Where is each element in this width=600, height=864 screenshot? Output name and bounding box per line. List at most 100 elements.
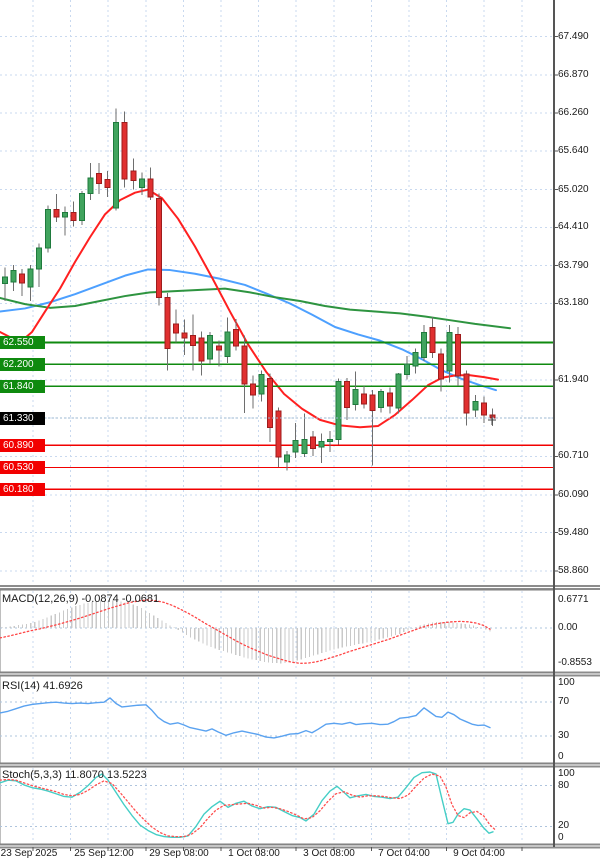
candle-body	[241, 345, 248, 385]
macd-signal-line	[0, 599, 491, 664]
rsi-indicator-title: RSI(14) 41.6926	[2, 680, 83, 692]
time-axis-label: 23 Sep 2025	[0, 848, 58, 859]
candle-body	[155, 197, 162, 298]
macd-axis-label: -0.8553	[558, 657, 592, 669]
price-level-box: 61.330	[0, 411, 45, 425]
macd-axis-label: 0.6771	[558, 594, 589, 606]
stoch-d-line	[0, 773, 497, 838]
candle-body	[198, 337, 205, 362]
candle-body	[395, 373, 402, 409]
candle-body	[352, 389, 359, 405]
price-tick-label: 59.480	[558, 526, 589, 538]
candle-body	[292, 439, 299, 453]
candle-body	[36, 247, 43, 270]
stoch-axis-label: 0	[558, 832, 564, 843]
candle-body	[344, 380, 350, 408]
panel-border	[0, 675, 555, 764]
price-tick-label: 63.180	[558, 297, 589, 309]
candle-body	[420, 332, 427, 358]
candle-body	[10, 270, 17, 283]
candle-body	[480, 402, 487, 416]
candle-body	[361, 393, 368, 405]
candle-body	[284, 454, 291, 463]
candle-body	[326, 439, 333, 443]
candle-body	[455, 333, 462, 377]
price-tick-label: 60.090	[558, 488, 589, 500]
candle-body	[258, 374, 265, 395]
candle-body	[121, 122, 128, 180]
candle-body	[164, 296, 171, 350]
candle-body	[173, 323, 179, 334]
candle-body	[70, 211, 77, 222]
candle-body	[378, 390, 385, 408]
candle-body	[412, 351, 419, 367]
macd-axis-label: 0.00	[558, 622, 578, 633]
price-tick-label: 67.490	[558, 30, 589, 42]
ma-red-line	[0, 188, 499, 429]
candle-body	[472, 400, 479, 411]
candle-body	[181, 332, 188, 339]
ma-green-line	[0, 287, 511, 330]
candle-body	[429, 327, 436, 353]
candle-body	[224, 331, 231, 358]
candle-body	[232, 328, 239, 347]
candle-body	[130, 170, 137, 181]
candle-body	[249, 383, 256, 396]
candle-body	[386, 392, 393, 407]
stoch-k-line	[0, 771, 494, 838]
price-level-box: 60.530	[0, 461, 45, 475]
candle-body	[27, 268, 34, 288]
time-axis-label: 29 Sep 08:00	[149, 848, 209, 859]
rsi-axis-label: 30	[558, 730, 570, 742]
candle-body	[267, 377, 274, 428]
time-axis-label: 25 Sep 12:00	[74, 848, 134, 859]
candle-body	[215, 345, 222, 351]
candle-body	[438, 353, 445, 380]
macd-indicator-title: MACD(12,26,9) -0.0874 -0.0681	[2, 593, 160, 605]
price-level-box: 60.180	[0, 482, 45, 496]
price-tick-label: 60.710	[558, 450, 589, 462]
rsi-axis-label: 0	[558, 751, 564, 762]
price-tick-label: 65.020	[558, 183, 589, 195]
candle-body	[2, 276, 8, 285]
candle-body	[190, 335, 197, 347]
candle-body	[335, 380, 342, 441]
price-level-box: 61.840	[0, 379, 45, 393]
candle-body	[138, 178, 145, 189]
price-tick-label: 61.940	[558, 374, 589, 386]
price-tick-label: 66.260	[558, 106, 589, 118]
candle-body	[87, 177, 94, 194]
rsi-axis-label: 70	[558, 695, 570, 707]
rsi-axis-label: 100	[558, 677, 575, 688]
candle-body	[104, 179, 111, 189]
candle-body	[78, 192, 85, 222]
candle-body	[309, 436, 316, 449]
candle-body	[369, 394, 376, 412]
candle-body	[113, 122, 120, 209]
candle-body	[53, 208, 60, 218]
time-axis-label: 3 Oct 08:00	[303, 848, 355, 859]
candle-body	[463, 373, 470, 414]
candle-body	[147, 178, 154, 198]
time-axis-label: 9 Oct 04:00	[453, 848, 505, 859]
candle-body	[403, 363, 410, 376]
candle-body	[44, 208, 51, 249]
price-level-box: 62.550	[0, 335, 45, 349]
time-axis-label: 7 Oct 04:00	[378, 848, 430, 859]
price-tick-label: 65.640	[558, 145, 589, 157]
candle-body	[19, 273, 26, 284]
ma-blue-line	[0, 268, 497, 392]
time-axis-label: 1 Oct 08:00	[228, 848, 280, 859]
candle-body	[318, 441, 325, 448]
price-tick-label: 58.860	[558, 564, 589, 576]
price-level-box: 62.200	[0, 357, 45, 371]
price-tick-label: 64.410	[558, 221, 589, 233]
candle-body	[446, 332, 453, 372]
price-level-box: 60.890	[0, 438, 45, 452]
price-tick-label: 63.790	[558, 259, 589, 271]
candle-body	[96, 172, 103, 184]
stoch-axis-label: 20	[558, 820, 570, 832]
stochastic-indicator-title: Stoch(5,3,3) 11.8070 13.5223	[2, 769, 147, 781]
